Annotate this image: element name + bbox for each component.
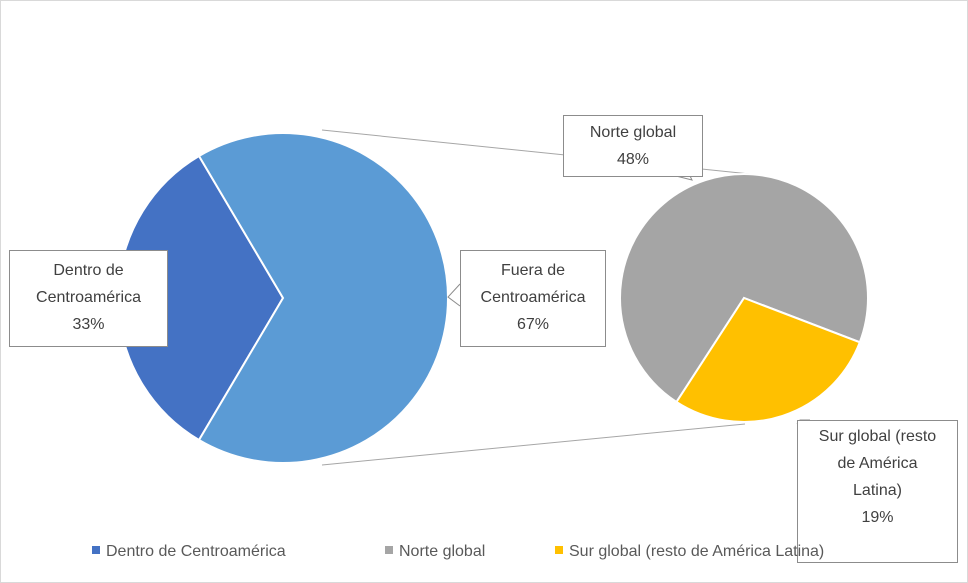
legend-swatch [555,546,563,554]
callout-pointer [675,175,693,181]
connector-line [321,423,746,466]
pie-slice [619,173,869,404]
data-label: Sur global (resto de América Latina) 19% [797,420,958,563]
label-name: Norte global [589,124,677,141]
legend-entry: Norte global [385,541,485,563]
legend-label: Dentro de Centroamérica [106,543,286,560]
label-value: 33% [72,316,105,333]
label-value: 48% [616,151,650,168]
label-value: 19% [861,509,894,526]
label-name: Dentro de Centroamérica [36,262,141,306]
legend-swatch [92,546,100,554]
label-name: Fuera de Centroamérica [480,262,586,306]
callout-pointer [447,283,461,307]
data-label: Norte global 48% [563,115,703,177]
data-label: Fuera de Centroamérica 67% [460,250,606,347]
pie-slice [197,132,449,464]
legend-label: Norte global [399,543,486,560]
legend-entry: Dentro de Centroamérica [92,541,286,563]
data-label: Dentro de Centroamérica 33% [9,250,168,347]
slices [117,132,869,464]
pie-slice [675,296,862,423]
legend-entry: Sur global (resto de América Latina) [555,541,824,563]
label-name: Sur global (resto de América Latina) [818,428,937,499]
legend-swatch [385,546,393,554]
legend-label: Sur global (resto de América Latina) [569,543,825,560]
label-value: 67% [516,316,550,333]
